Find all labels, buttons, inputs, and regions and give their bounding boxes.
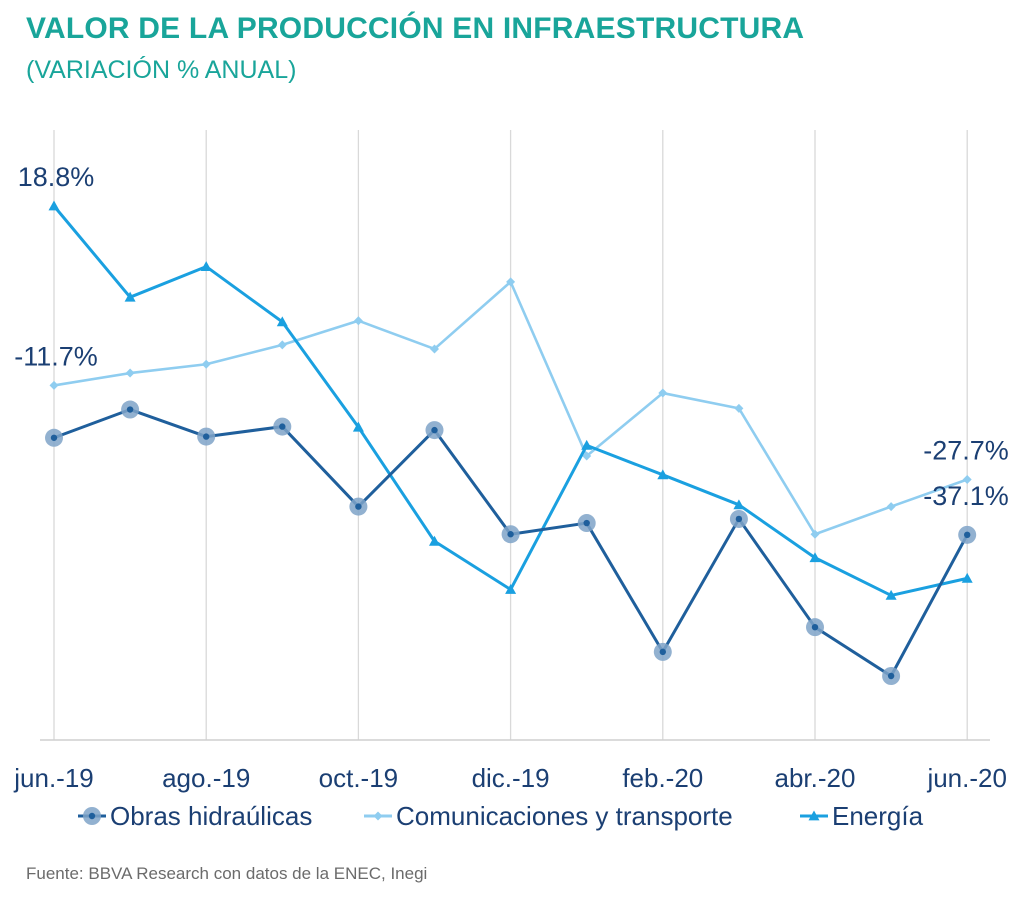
legend-marker-center [88,812,96,820]
legend: Obras hidraúlicas Comunicaciones y transp… [78,801,924,831]
data-point-center [735,515,743,523]
data-point [353,316,363,326]
legend-label: Energía [832,801,924,831]
data-point-center [964,531,971,539]
data-point-center [507,531,514,538]
data-point-center [811,623,819,631]
data-point-center [279,423,286,430]
data-point-center [659,648,666,656]
data-point [658,388,668,398]
legend-marker [808,810,820,821]
data-point [581,439,593,450]
x-tick-label: abr.-20 [775,763,856,793]
legend-label: Obras hidraúlicas [110,801,312,831]
data-point [48,200,60,211]
data-point [201,359,211,369]
data-point [352,421,364,432]
data-point-center [50,434,58,441]
data-point [277,340,287,350]
legend-item: Energía [800,801,924,831]
x-axis-ticks: jun.-19 ago.-19 oct.-19 dic.-19 feb.-20 abr.-… [13,763,1007,793]
legend-marker [373,811,383,821]
data-point [125,368,135,378]
x-tick-label: jun.-20 [926,763,1007,793]
data-point-center [583,519,590,527]
data-point [810,529,820,539]
source-note: Fuente: BBVA Research con datos de la EN… [26,864,428,883]
series-0 [45,400,977,685]
data-point [885,589,897,600]
series-2 [48,200,973,600]
x-tick-label: oct.-19 [319,763,399,793]
data-label: -37.1% [923,481,1009,511]
data-point [733,499,745,510]
data-point-center [431,426,438,434]
data-point [582,451,592,461]
data-point [430,344,439,354]
data-point [49,380,59,390]
data-point [961,572,973,583]
data-label: 18.8% [18,162,95,192]
data-point [886,502,896,512]
gridlines [53,130,968,740]
data-point-center [887,672,895,680]
data-point [124,291,136,302]
data-point [505,584,517,594]
x-tick-label: ago.-19 [162,763,250,793]
x-tick-label: feb.-20 [622,763,703,793]
data-point [962,475,972,485]
data-label: -27.7% [923,436,1009,466]
series-layer [45,200,977,685]
data-label: -11.7% [14,341,98,371]
legend-item: Comunicaciones y transporte [364,801,733,831]
series-1 [49,277,972,539]
data-point-center [203,433,210,440]
data-point [200,261,212,271]
data-point [429,535,440,546]
legend-label: Comunicaciones y transporte [396,801,733,831]
data-point [506,277,516,287]
data-labels: 18.8% -11.7% -27.7% -37.1% [14,162,1009,511]
data-point-center [355,503,362,510]
data-point [809,552,821,563]
x-tick-label: dic.-19 [472,763,550,793]
data-point [657,469,669,480]
legend-item: Obras hidraúlicas [78,801,312,831]
data-point-center [126,406,134,413]
data-point [276,316,288,327]
chart-title: VALOR DE LA PRODUCCIÓN EN INFRAESTRUCTUR… [26,12,805,45]
data-point [734,403,744,413]
x-tick-label: jun.-19 [13,763,94,793]
chart-subtitle: (VARIACIÓN % ANUAL) [26,56,297,84]
